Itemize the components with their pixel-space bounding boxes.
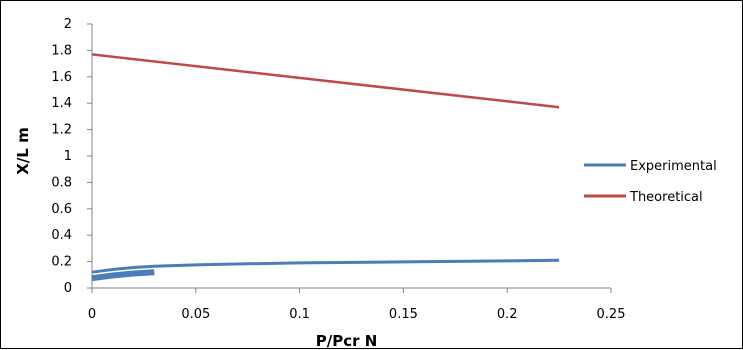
series-line-theoretical <box>91 53 560 109</box>
series-band-experimental <box>91 269 155 282</box>
y-tick-label: 0.8 <box>51 175 72 190</box>
y-tick-label: 1.4 <box>51 96 72 111</box>
x-axis-title: P/Pcr N <box>316 332 378 350</box>
y-tick-label: 0.2 <box>51 255 72 270</box>
y-tick-label: 0.4 <box>51 228 72 243</box>
y-tick-label: 2 <box>64 17 72 32</box>
y-axis-title: X/L m <box>14 127 32 174</box>
y-tick-label: 1.8 <box>51 43 72 58</box>
y-tick-label: 0 <box>64 281 72 296</box>
legend-label-theoretical: Theoretical <box>629 190 703 205</box>
y-tick-label: 1.2 <box>51 123 72 138</box>
x-tick-label: 0.15 <box>389 307 418 322</box>
series-layer <box>91 53 560 282</box>
x-tick-label: 0.2 <box>497 307 518 322</box>
legend-label-experimental: Experimental <box>630 159 717 174</box>
x-tick-label: 0.25 <box>597 307 626 322</box>
y-tick-label: 1.6 <box>51 70 72 85</box>
tick-marks <box>87 23 612 293</box>
series-line-experimental <box>91 258 560 274</box>
x-tick-label: 0.05 <box>181 307 210 322</box>
legend: Experimental Theoretical <box>584 159 717 205</box>
y-tick-label: 1 <box>64 149 72 164</box>
y-tick-label: 0.6 <box>51 202 72 217</box>
x-tick-label: 0.1 <box>289 307 310 322</box>
x-tick-label: 0 <box>88 307 96 322</box>
